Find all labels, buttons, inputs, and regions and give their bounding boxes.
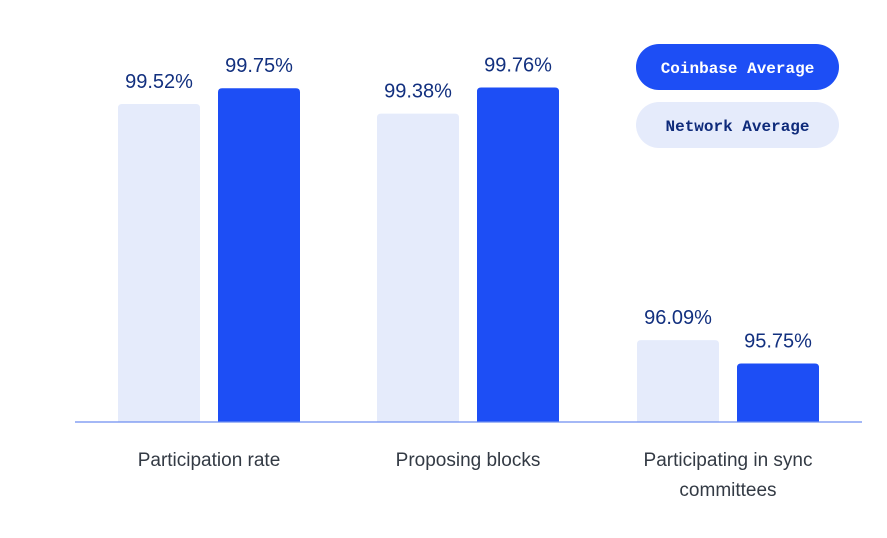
legend-label: Coinbase Average — [661, 60, 815, 78]
bar — [218, 88, 300, 423]
value-label: 96.09% — [644, 307, 712, 329]
legend-pill — [636, 102, 839, 148]
bar — [477, 87, 559, 423]
legend-label: Network Average — [665, 118, 809, 136]
bar — [377, 113, 459, 422]
bar — [737, 363, 819, 422]
value-label: 99.76% — [484, 55, 552, 77]
x-tick-label: Participation rate — [137, 450, 281, 471]
value-label: 99.52% — [125, 71, 193, 93]
value-label: 95.75% — [744, 331, 812, 353]
value-label: 99.75% — [225, 55, 293, 77]
legend-pill — [636, 44, 839, 90]
x-tick-label: Participating in sync committees — [643, 450, 813, 501]
bar — [118, 104, 200, 423]
bar — [637, 340, 719, 422]
value-label: 99.38% — [384, 81, 452, 103]
x-tick-label: Proposing blocks — [395, 450, 541, 471]
